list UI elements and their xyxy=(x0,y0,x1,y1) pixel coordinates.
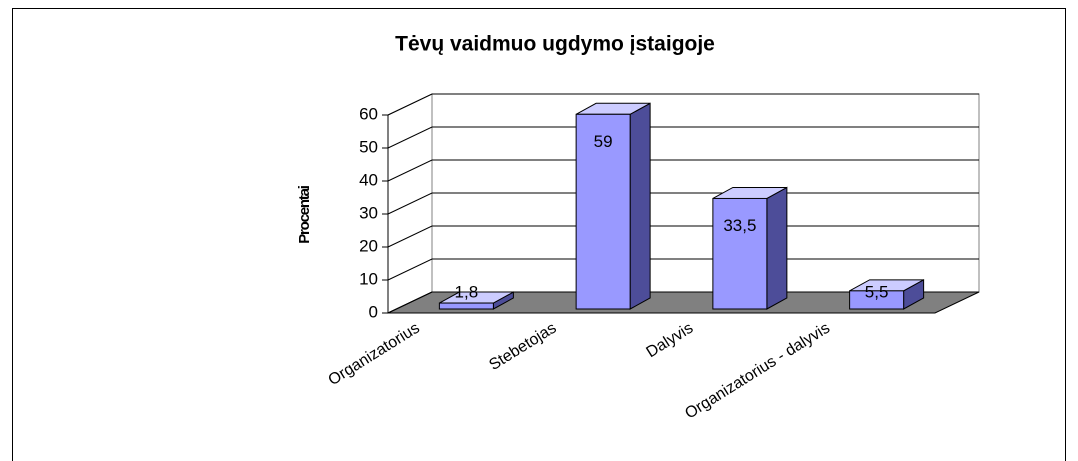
bar xyxy=(438,302,494,310)
chart-title: Tėvų vaidmuo ugdymo įstaigoje xyxy=(395,33,715,56)
y-tick-label: 20 xyxy=(359,236,378,255)
bar xyxy=(849,290,905,310)
y-tick-label: 60 xyxy=(359,104,378,123)
y-tick-label: 30 xyxy=(359,203,378,222)
grid-line xyxy=(387,291,979,314)
value-label: 5,5 xyxy=(865,282,889,301)
bar-side xyxy=(629,102,651,310)
bar xyxy=(712,197,768,310)
grid-line xyxy=(387,159,979,182)
y-tick-label: 40 xyxy=(359,170,378,189)
value-label: 33,5 xyxy=(723,216,756,235)
grid-line xyxy=(387,258,979,281)
y-tick-label: 10 xyxy=(359,269,378,288)
grid-line xyxy=(387,126,979,149)
bar-side xyxy=(766,186,788,310)
bar xyxy=(575,113,631,310)
y-tick-label: 50 xyxy=(359,137,378,156)
grid-line xyxy=(387,93,979,116)
grid-line xyxy=(387,225,979,248)
value-label: 1,8 xyxy=(455,282,479,301)
grid-line xyxy=(387,192,979,215)
value-label: 59 xyxy=(594,132,613,151)
y-axis-label: Procentai xyxy=(296,185,313,244)
y-tick-label: 0 xyxy=(369,302,378,321)
